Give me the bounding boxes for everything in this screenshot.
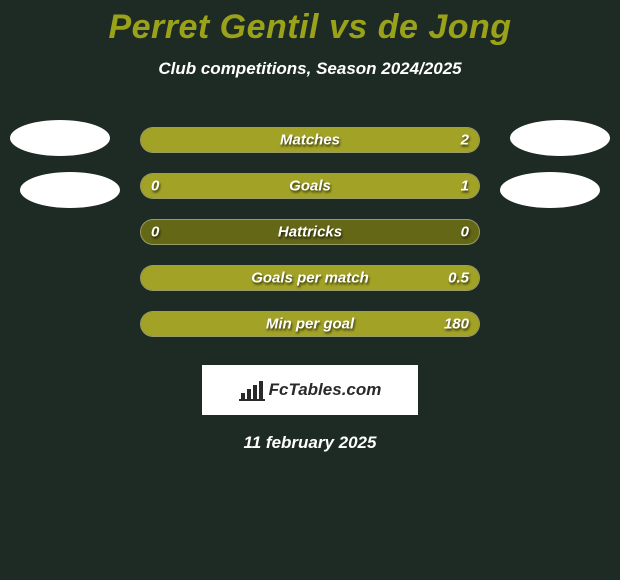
date-label: 11 february 2025: [0, 433, 620, 453]
brand-text: FcTables.com: [269, 380, 382, 400]
stat-row: 180 Min per goal: [0, 301, 620, 347]
stat-bar-right-fill: [202, 174, 479, 198]
stat-bar: 0.5 Goals per match: [140, 265, 480, 291]
stat-row: 0 1 Goals: [0, 163, 620, 209]
page-title: Perret Gentil vs de Jong: [0, 8, 620, 47]
stat-rows: 2 Matches 0 1 Goals 0 0 Hattricks 0.5 Goals per m…: [0, 117, 620, 347]
stat-value-left: 0: [151, 224, 159, 241]
stat-value-right: 2: [461, 132, 469, 149]
stat-label: Goals per match: [251, 270, 369, 287]
brand-box[interactable]: FcTables.com: [202, 365, 418, 415]
stat-bar: 2 Matches: [140, 127, 480, 153]
stat-row: 0.5 Goals per match: [0, 255, 620, 301]
stat-row: 2 Matches: [0, 117, 620, 163]
stat-bar: 180 Min per goal: [140, 311, 480, 337]
chart-bar-icon: [239, 379, 265, 401]
stat-value-right: 180: [444, 316, 469, 333]
stat-value-right: 1: [461, 178, 469, 195]
stat-label: Min per goal: [266, 316, 354, 333]
page-subtitle: Club competitions, Season 2024/2025: [0, 59, 620, 79]
stat-bar: 0 0 Hattricks: [140, 219, 480, 245]
comparison-widget: Perret Gentil vs de Jong Club competitio…: [0, 0, 620, 453]
stat-label: Goals: [289, 178, 331, 195]
stat-value-right: 0.5: [448, 270, 469, 287]
stat-value-right: 0: [461, 224, 469, 241]
stat-value-left: 0: [151, 178, 159, 195]
stat-label: Hattricks: [278, 224, 342, 241]
stat-row: 0 0 Hattricks: [0, 209, 620, 255]
stat-label: Matches: [280, 132, 340, 149]
stat-bar: 0 1 Goals: [140, 173, 480, 199]
